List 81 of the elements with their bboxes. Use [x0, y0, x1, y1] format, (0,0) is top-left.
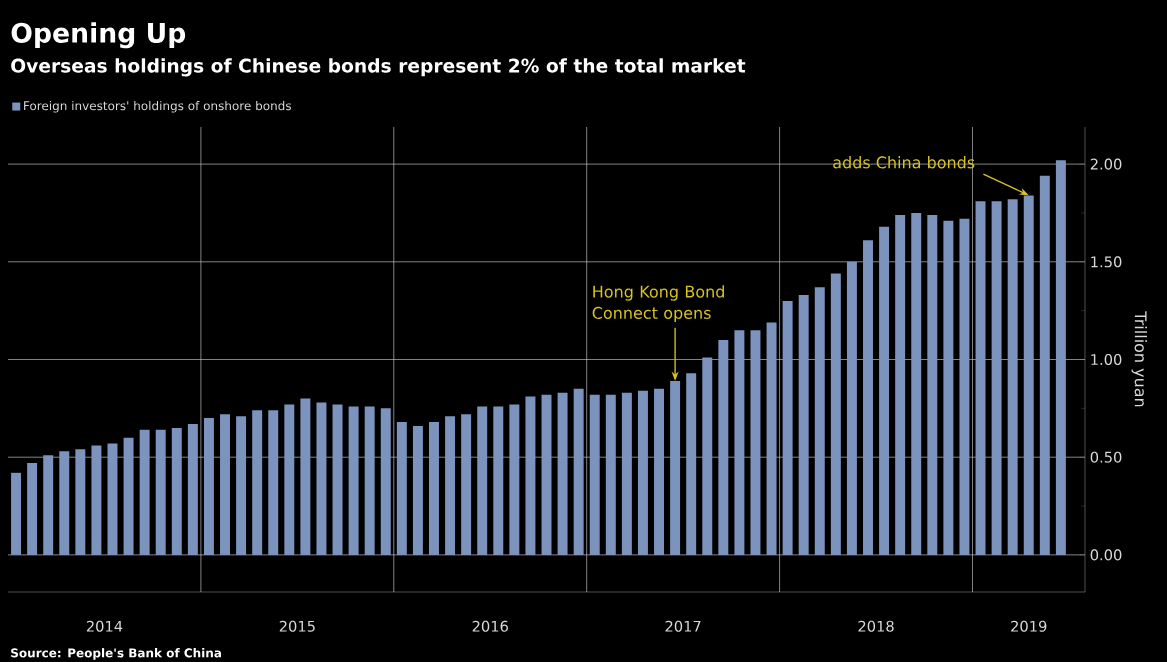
y-axis-title: Trillion yuan — [1131, 311, 1148, 407]
bar — [991, 201, 1002, 555]
x-tick-label: 2015 — [279, 620, 315, 632]
bar — [798, 295, 809, 555]
bar — [236, 416, 247, 555]
bar — [1039, 175, 1050, 555]
bar — [252, 410, 263, 555]
bar — [220, 414, 230, 555]
bar — [766, 322, 777, 555]
y-tick-label: 0.00 — [1090, 549, 1122, 561]
bar — [879, 226, 890, 555]
bar — [348, 406, 359, 555]
bar — [589, 394, 600, 555]
bar — [863, 240, 873, 555]
bar — [171, 427, 182, 555]
x-tick-label: 2018 — [858, 620, 894, 632]
bar — [814, 287, 825, 555]
y-tick-label: 0.50 — [1090, 451, 1122, 463]
bar — [59, 451, 70, 555]
bar — [637, 390, 648, 555]
bar — [750, 330, 761, 555]
bar — [846, 261, 857, 555]
x-tick-label: 2017 — [665, 620, 701, 632]
bar — [445, 416, 456, 555]
bar — [11, 472, 22, 555]
bar — [1007, 199, 1018, 555]
chart-subtitle: Overseas holdings of Chinese bonds represent 2% of the total market — [11, 58, 746, 77]
legend-label: Foreign investors' holdings of onshore bonds — [24, 100, 291, 113]
bar — [573, 388, 584, 555]
bar — [702, 357, 713, 555]
bar — [107, 443, 118, 555]
annotation: Hong Kong Bond Connect opens — [592, 285, 724, 323]
bar — [396, 422, 407, 555]
source-note: Source: People's Bank of China — [11, 648, 221, 660]
bar — [461, 414, 472, 555]
y-tick-label: 1.00 — [1091, 353, 1122, 366]
bar — [316, 402, 327, 555]
bar — [605, 394, 616, 555]
bar — [830, 273, 841, 555]
bar — [975, 201, 986, 555]
bar — [509, 404, 520, 555]
bar — [364, 406, 375, 555]
bar — [284, 404, 295, 555]
bar — [734, 330, 745, 555]
bar — [943, 220, 954, 555]
bar — [1055, 160, 1066, 555]
bar — [155, 429, 166, 555]
x-tick-label: 2016 — [472, 620, 508, 632]
bar — [429, 422, 439, 555]
x-tick-label: 2019 — [1011, 620, 1047, 632]
bar — [927, 214, 938, 555]
bar — [541, 394, 552, 555]
bar — [911, 212, 922, 555]
bar — [187, 423, 198, 555]
bar — [557, 392, 568, 555]
bar — [477, 406, 488, 555]
bar — [380, 408, 391, 555]
bar — [268, 410, 279, 555]
bar — [525, 396, 536, 555]
bar — [412, 425, 423, 555]
x-tick-label: 2014 — [86, 620, 123, 632]
bar — [139, 429, 150, 555]
bar — [75, 449, 86, 555]
bar — [91, 445, 102, 555]
bar — [203, 418, 214, 555]
y-tick-label: 2.00 — [1090, 158, 1122, 170]
bar — [300, 398, 311, 555]
bar — [959, 218, 970, 555]
y-tick-label: 1.50 — [1091, 256, 1122, 268]
bar — [718, 339, 729, 555]
bar — [782, 300, 793, 555]
bar — [621, 392, 632, 555]
bar — [27, 463, 38, 555]
bar — [43, 455, 54, 555]
bar — [332, 404, 343, 555]
bar — [493, 406, 504, 555]
bar — [895, 214, 906, 555]
bar — [654, 388, 665, 555]
bar — [686, 373, 697, 555]
chart-title: Opening Up — [11, 22, 186, 49]
bar — [123, 437, 134, 555]
